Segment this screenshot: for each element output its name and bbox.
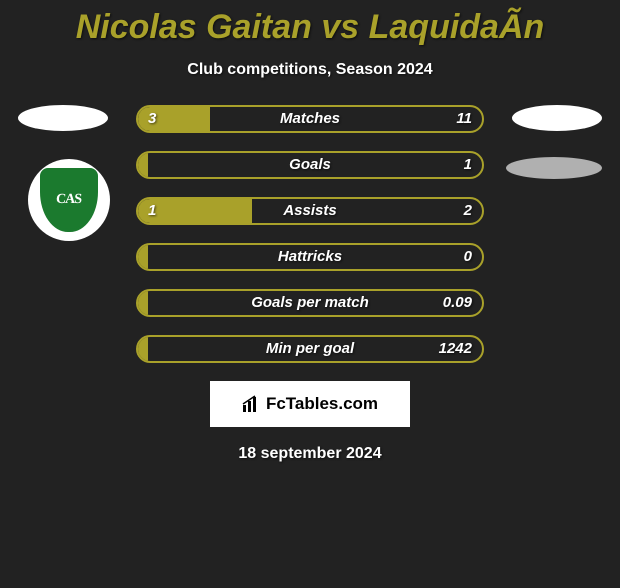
player-right-silhouette-shadow	[506, 157, 602, 179]
subtitle: Club competitions, Season 2024	[0, 61, 620, 79]
stat-label: Goals per match	[138, 291, 482, 315]
stat-bar: 3Matches11	[136, 105, 484, 133]
club-badge: CAS	[28, 159, 110, 241]
stat-bar: Min per goal1242	[136, 335, 484, 363]
club-shield-text: CAS	[56, 192, 82, 208]
stat-value-right: 0.09	[443, 291, 472, 315]
player-right-silhouette	[512, 105, 602, 131]
footer-logo[interactable]: FcTables.com	[210, 381, 410, 427]
stat-value-right: 1	[464, 153, 472, 177]
footer-logo-text: FcTables.com	[266, 394, 378, 414]
stat-label: Matches	[138, 107, 482, 131]
stat-value-right: 2	[464, 199, 472, 223]
stat-value-right: 1242	[439, 337, 472, 361]
footer-date: 18 september 2024	[0, 445, 620, 463]
club-shield: CAS	[40, 168, 98, 232]
page-title: Nicolas Gaitan vs LaquidaÃ­n	[0, 8, 620, 47]
stat-value-right: 11	[456, 107, 472, 131]
stat-area: CAS 3Matches11Goals11Assists2Hattricks0G…	[0, 105, 620, 363]
stat-bar: 1Assists2	[136, 197, 484, 225]
stat-value-right: 0	[464, 245, 472, 269]
stat-label: Hattricks	[138, 245, 482, 269]
stat-bar: Hattricks0	[136, 243, 484, 271]
stat-bar: Goals1	[136, 151, 484, 179]
stat-bars: 3Matches11Goals11Assists2Hattricks0Goals…	[136, 105, 484, 363]
stat-label: Goals	[138, 153, 482, 177]
chart-icon	[242, 395, 260, 413]
player-left-silhouette	[18, 105, 108, 131]
stat-label: Min per goal	[138, 337, 482, 361]
stat-bar: Goals per match0.09	[136, 289, 484, 317]
stat-label: Assists	[138, 199, 482, 223]
